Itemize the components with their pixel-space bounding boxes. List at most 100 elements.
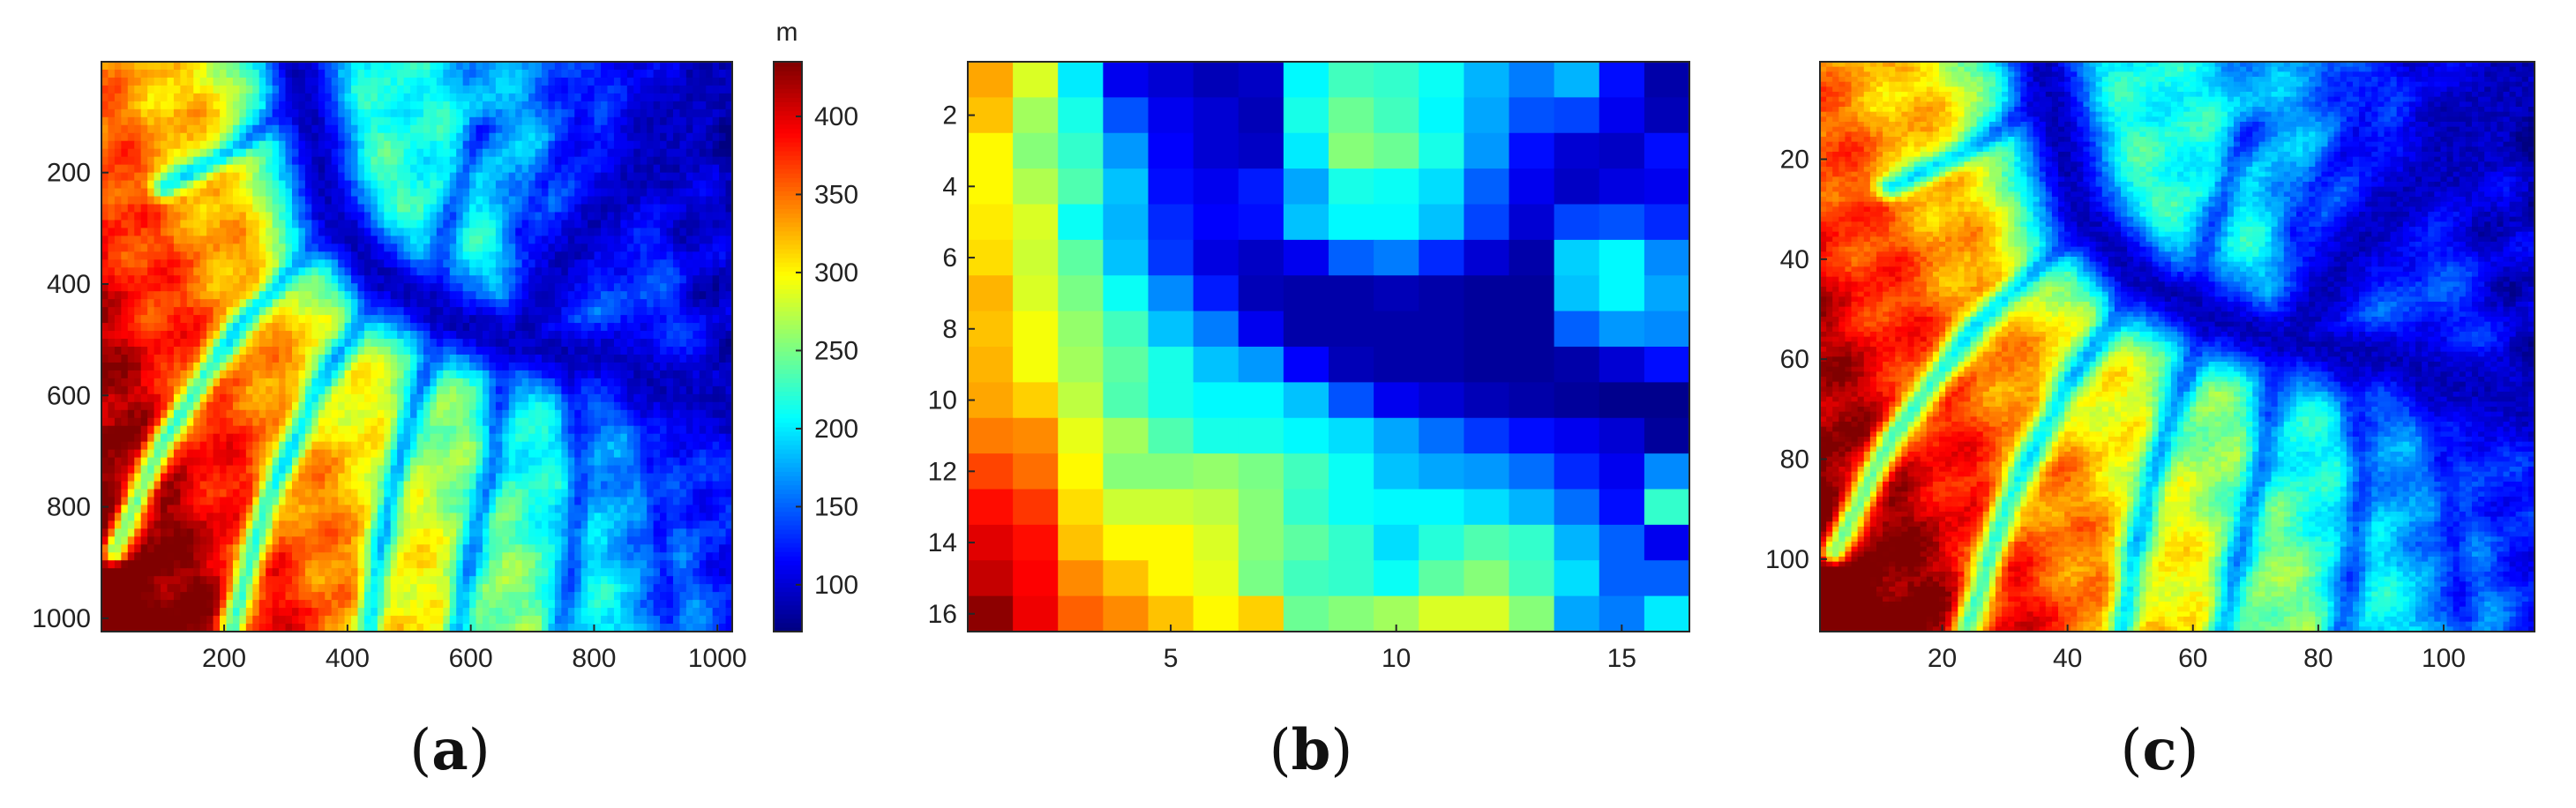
- heatmap-cell: [595, 189, 602, 198]
- heatmap-cell: [311, 117, 318, 126]
- heatmap-cell: [633, 197, 640, 206]
- heatmap-cell: [115, 141, 122, 150]
- heatmap-cell: [706, 133, 713, 142]
- heatmap-cell: [667, 165, 674, 174]
- heatmap-cell: [607, 181, 614, 190]
- heatmap-cell: [417, 173, 424, 182]
- heatmap-cell: [206, 101, 213, 110]
- heatmap-cell: [476, 94, 483, 102]
- heatmap-cell: [167, 109, 174, 118]
- heatmap-cell: [371, 125, 378, 134]
- heatmap-cell: [601, 157, 608, 166]
- heatmap-cell: [227, 133, 234, 142]
- heatmap-cell: [101, 212, 109, 221]
- heatmap-cell: [509, 101, 516, 110]
- heatmap-cell: [686, 189, 693, 198]
- heatmap-cell: [213, 149, 221, 158]
- heatmap-cell: [305, 117, 312, 126]
- heatmap-cell: [654, 70, 661, 79]
- heatmap-cell: [489, 189, 496, 198]
- heatmap-cell: [463, 173, 470, 182]
- heatmap-cell: [647, 157, 654, 166]
- heatmap-cell: [502, 62, 509, 71]
- heatmap-cell: [443, 197, 450, 206]
- heatmap-cell: [660, 101, 667, 110]
- heatmap-cell: [489, 133, 496, 142]
- heatmap-cell: [404, 173, 411, 182]
- heatmap-cell: [548, 189, 555, 198]
- heatmap-cell: [686, 133, 693, 142]
- heatmap-cell: [443, 125, 450, 134]
- heatmap-cell: [364, 86, 371, 94]
- heatmap-cell: [607, 189, 614, 198]
- heatmap-cell: [174, 189, 181, 198]
- heatmap-cell: [273, 149, 280, 158]
- heatmap-cell: [620, 165, 627, 174]
- heatmap-cell: [437, 109, 444, 118]
- heatmap-cell: [654, 125, 661, 134]
- heatmap-cell: [259, 125, 266, 134]
- heatmap-cell: [167, 62, 174, 71]
- heatmap-cell: [528, 205, 535, 213]
- heatmap-cell: [200, 101, 207, 110]
- heatmap-cell: [450, 86, 457, 94]
- heatmap-cell: [193, 197, 200, 206]
- heatmap-cell: [713, 157, 720, 166]
- heatmap-cell: [227, 62, 234, 71]
- heatmap-cell: [443, 149, 450, 158]
- heatmap-cell: [548, 157, 555, 166]
- heatmap-cell: [286, 62, 293, 71]
- heatmap-cell: [693, 109, 700, 118]
- heatmap-cell: [239, 173, 246, 182]
- heatmap-cell: [384, 212, 391, 221]
- heatmap-cell: [180, 149, 187, 158]
- heatmap-cell: [357, 101, 364, 110]
- heatmap-cell: [719, 157, 726, 166]
- heatmap-cell: [719, 165, 726, 174]
- heatmap-cell: [450, 109, 457, 118]
- heatmap-cell: [220, 197, 227, 206]
- heatmap-cell: [667, 101, 674, 110]
- heatmap-cell: [423, 173, 431, 182]
- heatmap-cell: [141, 86, 148, 94]
- heatmap-cell: [620, 157, 627, 166]
- heatmap-cell: [338, 109, 345, 118]
- heatmap-cell: [384, 141, 391, 150]
- heatmap-cell: [273, 173, 280, 182]
- heatmap-cell: [200, 94, 207, 102]
- heatmap-cell: [614, 94, 621, 102]
- heatmap-cell: [588, 70, 595, 79]
- heatmap-cell: [601, 205, 608, 213]
- heatmap-cell: [364, 157, 371, 166]
- heatmap-cell: [180, 62, 187, 71]
- heatmap-cell: [371, 141, 378, 150]
- heatmap-cell: [227, 205, 234, 213]
- heatmap-cell: [239, 133, 246, 142]
- heatmap-cell: [220, 125, 227, 134]
- heatmap-cell: [371, 70, 378, 79]
- heatmap-cell: [193, 212, 200, 221]
- heatmap-cell: [522, 62, 529, 71]
- heatmap-cell: [476, 117, 483, 126]
- heatmap-cell: [147, 117, 154, 126]
- heatmap-cell: [279, 78, 286, 86]
- heatmap-cell: [134, 133, 141, 142]
- heatmap-cell: [325, 125, 332, 134]
- heatmap-cell: [417, 78, 424, 86]
- heatmap-cell: [147, 86, 154, 94]
- heatmap-cell: [187, 189, 194, 198]
- heatmap-cell: [430, 157, 437, 166]
- heatmap-cell: [713, 189, 720, 198]
- heatmap-cell: [391, 149, 398, 158]
- heatmap-cell: [515, 70, 522, 79]
- heatmap-cell: [286, 109, 293, 118]
- heatmap-cell: [542, 109, 549, 118]
- heatmap-cell: [430, 109, 437, 118]
- heatmap-cell: [180, 125, 187, 134]
- heatmap-cell: [311, 165, 318, 174]
- heatmap-cell: [292, 149, 299, 158]
- heatmap-cell: [713, 101, 720, 110]
- heatmap-cell: [338, 94, 345, 102]
- heatmap-cell: [528, 197, 535, 206]
- heatmap-cell: [345, 141, 352, 150]
